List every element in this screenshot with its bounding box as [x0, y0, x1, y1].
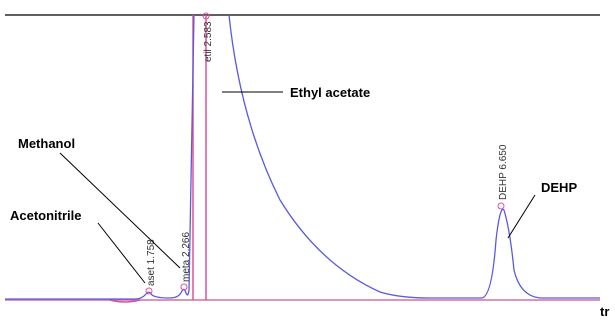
annotation: Ethyl acetate: [290, 85, 370, 100]
signal-trace: [5, 14, 600, 300]
annotation-line: [97, 222, 146, 284]
peak-marker: [497, 202, 505, 210]
peak-label: aset 1.758: [146, 239, 157, 286]
peak-marker: [202, 12, 210, 20]
annotation-line: [59, 152, 181, 269]
annotation-line: [507, 194, 536, 239]
peak-marker: [180, 283, 188, 291]
baseline-dip: [109, 299, 141, 303]
annotation: Methanol: [18, 136, 75, 151]
x-axis-label: tr: [600, 304, 609, 319]
peak-label: DEHP 6.650: [498, 144, 509, 200]
peak-label: meta 2.266: [181, 232, 192, 282]
peak-marker: [145, 287, 153, 295]
annotation: DEHP: [541, 180, 577, 195]
annotation: Acetonitrile: [10, 208, 82, 223]
peak-label: etil 2.583: [203, 21, 214, 62]
